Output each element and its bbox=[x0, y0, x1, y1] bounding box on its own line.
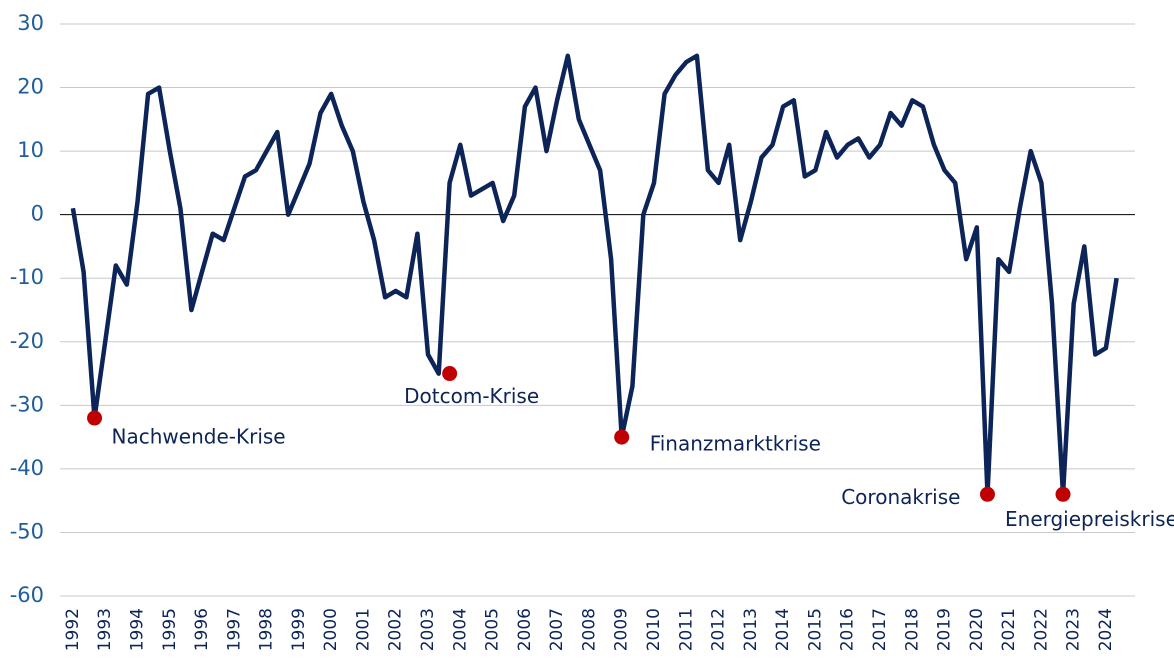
y-tick-label: 0 bbox=[31, 202, 44, 226]
x-tick-label: 1994 bbox=[127, 608, 147, 651]
x-tick-label: 2015 bbox=[805, 608, 825, 651]
x-tick-label: 2011 bbox=[676, 608, 696, 651]
x-tick-label: 2021 bbox=[999, 608, 1019, 651]
x-tick-label: 2016 bbox=[838, 608, 858, 651]
x-tick-label: 1993 bbox=[95, 608, 115, 651]
y-tick-label: 10 bbox=[17, 138, 44, 162]
x-tick-label: 2008 bbox=[579, 608, 599, 651]
x-tick-label: 2023 bbox=[1064, 608, 1084, 651]
crisis-marker bbox=[87, 410, 103, 426]
annotation: Dotcom-Krise bbox=[404, 384, 539, 408]
crisis-marker bbox=[979, 486, 995, 502]
x-tick-label: 2022 bbox=[1031, 608, 1051, 651]
y-tick-label: 30 bbox=[17, 11, 44, 35]
crisis-marker bbox=[442, 366, 458, 382]
x-tick-label: 2005 bbox=[483, 608, 503, 651]
y-tick-label: -10 bbox=[10, 265, 44, 289]
x-tick-label: 2006 bbox=[515, 608, 535, 651]
x-tick-label: 2000 bbox=[321, 608, 341, 651]
x-tick-label: 2024 bbox=[1096, 608, 1116, 651]
x-tick-label: 2002 bbox=[386, 608, 406, 651]
x-tick-label: 1996 bbox=[192, 608, 212, 651]
annotation: Coronakrise bbox=[841, 485, 960, 509]
x-tick-label: 2010 bbox=[644, 608, 664, 651]
x-tick-label: 1997 bbox=[224, 608, 244, 651]
x-tick-label: 1992 bbox=[63, 608, 83, 651]
y-tick-label: -30 bbox=[10, 392, 44, 416]
x-tick-label: 2012 bbox=[709, 608, 729, 651]
y-tick-label: 20 bbox=[17, 75, 44, 99]
x-tick-label: 2017 bbox=[870, 608, 890, 651]
y-tick-label: -60 bbox=[10, 583, 44, 607]
data-line bbox=[70, 53, 1119, 497]
x-tick-label: 2009 bbox=[612, 608, 632, 651]
x-tick-label: 2013 bbox=[741, 608, 761, 651]
x-tick-label: 2004 bbox=[450, 608, 470, 651]
annotation: Energiepreiskrise bbox=[1005, 507, 1174, 531]
y-tick-label: -20 bbox=[10, 329, 44, 353]
crisis-marker bbox=[614, 429, 630, 445]
x-tick-label: 1995 bbox=[160, 608, 180, 651]
y-tick-label: -50 bbox=[10, 519, 44, 543]
x-tick-label: 2003 bbox=[418, 608, 438, 651]
x-tick-label: 2001 bbox=[353, 608, 373, 651]
crisis-marker bbox=[1055, 486, 1071, 502]
x-tick-label: 2019 bbox=[935, 608, 955, 651]
x-tick-label: 2018 bbox=[902, 608, 922, 651]
x-tick-label: 2014 bbox=[773, 608, 793, 651]
x-tick-label: 2020 bbox=[967, 608, 987, 651]
x-tick-label: 1998 bbox=[257, 608, 277, 651]
annotation: Finanzmarktkrise bbox=[650, 432, 821, 456]
annotation: Nachwende-Krise bbox=[112, 425, 286, 449]
y-tick-label: -40 bbox=[10, 456, 44, 480]
x-tick-label: 1999 bbox=[289, 608, 309, 651]
x-tick-label: 2007 bbox=[547, 608, 567, 651]
